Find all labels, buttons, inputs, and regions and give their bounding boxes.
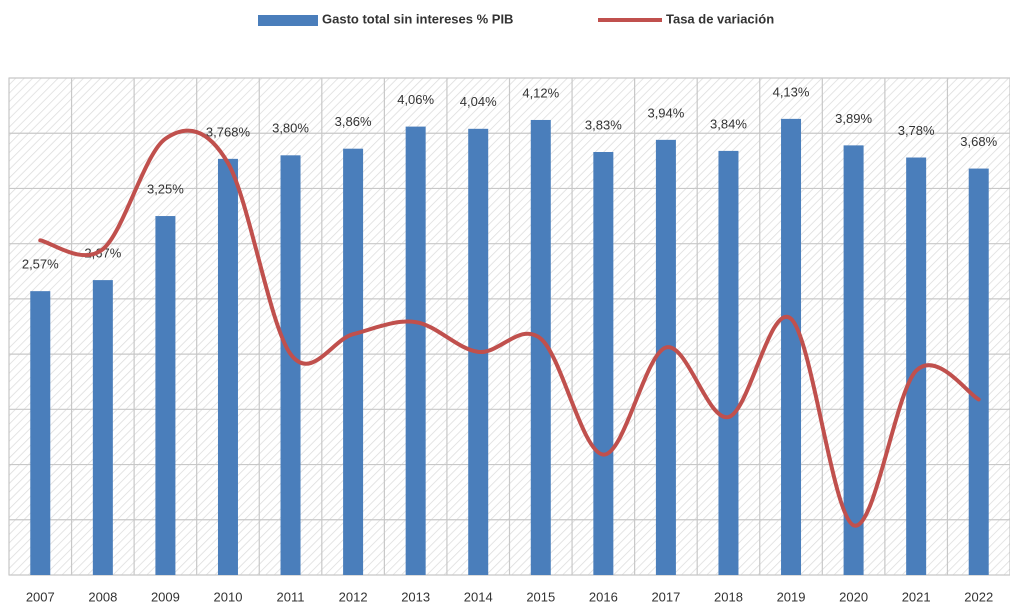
legend: Gasto total sin intereses % PIB Tasa de v… [258, 11, 774, 26]
data-label: 3,80% [272, 121, 309, 136]
data-label: 3,78% [898, 123, 935, 138]
bar [92, 280, 113, 575]
data-label: 3,768% [206, 124, 251, 139]
x-tick-label: 2017 [651, 589, 680, 604]
bar [843, 145, 864, 576]
bar [30, 291, 51, 575]
x-tick-label: 2012 [339, 589, 368, 604]
x-tick-label: 2021 [902, 589, 931, 604]
x-tick-label: 2016 [589, 589, 618, 604]
bar [405, 126, 426, 576]
bar [968, 168, 989, 575]
line [38, 128, 981, 528]
data-label: 4,06% [397, 92, 434, 107]
x-tick-label: 2020 [839, 589, 868, 604]
legend-swatch [258, 15, 318, 26]
bar [906, 157, 927, 575]
bar [718, 150, 739, 576]
bar [280, 155, 301, 576]
x-tick-label: 2014 [464, 589, 493, 604]
x-tick-label: 2013 [401, 589, 430, 604]
legend-label: Tasa de variación [666, 11, 774, 26]
x-tick-label: 2010 [214, 589, 243, 604]
x-tick-label: 2019 [777, 589, 806, 604]
data-label: 3,68% [960, 134, 997, 149]
data-label: 4,12% [522, 85, 559, 100]
bar [655, 139, 676, 576]
data-label: 3,89% [835, 111, 872, 126]
data-label: 4,04% [460, 94, 497, 109]
data-label: 3,83% [585, 117, 622, 132]
x-tick-label: 2008 [88, 589, 117, 604]
bar [530, 119, 551, 576]
data-label: 3,94% [647, 105, 684, 120]
data-label: 2,57% [22, 257, 59, 272]
data-label: 3,84% [710, 116, 747, 131]
bar [343, 148, 364, 575]
bar [593, 151, 614, 575]
x-tick-label: 2007 [26, 589, 55, 604]
data-label: 2,67% [84, 246, 121, 261]
data-label: 3,86% [335, 114, 372, 129]
bar [155, 216, 176, 576]
x-tick-label: 2018 [714, 589, 743, 604]
x-tick-label: 2009 [151, 589, 180, 604]
data-label: 3,25% [147, 181, 184, 196]
bar [217, 158, 238, 575]
x-tick-label: 2022 [964, 589, 993, 604]
legend-label: Gasto total sin intereses % PIB [322, 11, 513, 26]
x-tick-label: 2015 [526, 589, 555, 604]
bar [781, 118, 802, 575]
data-label: 4,13% [773, 84, 810, 99]
x-tick-label: 2011 [277, 589, 305, 604]
